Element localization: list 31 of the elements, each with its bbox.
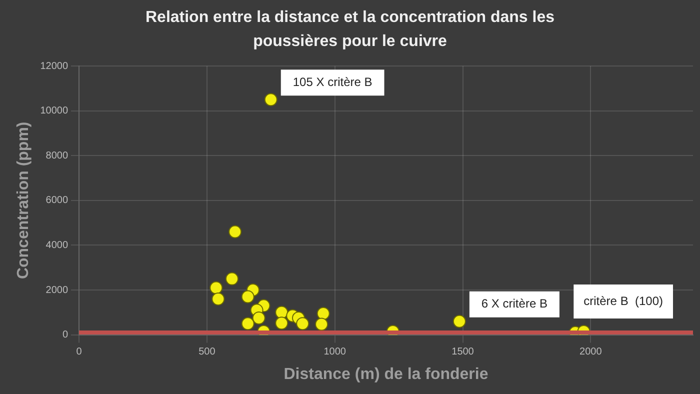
point bbox=[252, 312, 266, 324]
point bbox=[241, 317, 254, 330]
point bbox=[225, 272, 238, 286]
point bbox=[212, 292, 225, 306]
y-tick-label: 6000 bbox=[46, 195, 68, 206]
point bbox=[296, 317, 310, 330]
point bbox=[316, 307, 330, 320]
x-axis-title: Distance (m) de la fonderie bbox=[284, 366, 488, 383]
point bbox=[210, 281, 223, 294]
ref-line-label: critère B (100) bbox=[584, 294, 664, 308]
y-axis-title: Concentration (ppm) bbox=[15, 122, 32, 280]
point bbox=[275, 316, 288, 330]
x-tick-label: 1500 bbox=[452, 346, 474, 358]
point bbox=[228, 225, 242, 238]
annotation: 6 X critère B bbox=[481, 296, 548, 311]
y-tick-label: 12000 bbox=[40, 60, 68, 72]
x-tick-label: 1000 bbox=[324, 346, 346, 358]
point bbox=[264, 93, 278, 106]
chart-title: Relation entre la distance et la concentration dans les poussières pour le cuivre bbox=[144, 8, 556, 52]
y-tick-label: 8000 bbox=[46, 150, 68, 162]
x-tick-label: 2000 bbox=[580, 346, 602, 358]
x-tick-label: 500 bbox=[198, 346, 216, 358]
y-tick-label: 10000 bbox=[40, 106, 68, 117]
point bbox=[315, 318, 328, 331]
y-tick-label: 2000 bbox=[46, 284, 68, 296]
point bbox=[241, 290, 254, 304]
y-tick-label: 4000 bbox=[46, 240, 68, 251]
y-tick-label: 0 bbox=[62, 330, 68, 341]
x-tick-label: 0 bbox=[76, 346, 82, 358]
annotation: 105 X critère B bbox=[292, 74, 372, 89]
point bbox=[452, 314, 466, 328]
